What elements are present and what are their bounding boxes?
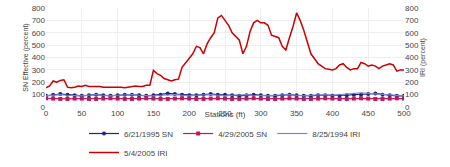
svg-text:8/25/1994 IRI: 8/25/1994 IRI	[312, 130, 360, 139]
svg-text:400: 400	[32, 53, 46, 62]
svg-text:700: 700	[32, 16, 46, 25]
svg-text:600: 600	[405, 29, 419, 38]
svg-text:100: 100	[111, 109, 125, 118]
svg-text:0: 0	[41, 103, 46, 112]
svg-text:4/29/2005 SN: 4/29/2005 SN	[218, 130, 267, 139]
svg-text:300: 300	[405, 66, 419, 75]
svg-text:0: 0	[44, 109, 49, 118]
svg-text:SN Effective (percent): SN Effective (percent)	[22, 23, 30, 91]
svg-text:IRI (percent): IRI (percent)	[419, 38, 427, 77]
svg-text:Stations (ft): Stations (ft)	[205, 110, 246, 119]
svg-text:500: 500	[405, 41, 419, 50]
svg-text:350: 350	[290, 109, 304, 118]
svg-text:50: 50	[77, 109, 86, 118]
svg-text:6/21/1995 SN: 6/21/1995 SN	[124, 130, 173, 139]
svg-text:450: 450	[362, 109, 376, 118]
svg-text:300: 300	[254, 109, 268, 118]
svg-text:500: 500	[397, 109, 411, 118]
svg-text:5/4/2005 IRI: 5/4/2005 IRI	[124, 149, 168, 158]
svg-text:100: 100	[32, 90, 46, 99]
svg-text:0: 0	[405, 103, 410, 112]
svg-text:200: 200	[32, 78, 46, 87]
svg-text:200: 200	[405, 78, 419, 87]
svg-text:200: 200	[183, 109, 197, 118]
svg-text:300: 300	[32, 66, 46, 75]
svg-text:600: 600	[32, 29, 46, 38]
svg-text:100: 100	[405, 90, 419, 99]
svg-text:800: 800	[32, 4, 46, 13]
svg-text:800: 800	[405, 4, 419, 13]
svg-text:400: 400	[405, 53, 419, 62]
svg-text:250: 250	[218, 109, 232, 118]
svg-text:500: 500	[32, 41, 46, 50]
svg-text:700: 700	[405, 16, 419, 25]
svg-text:400: 400	[326, 109, 340, 118]
svg-text:150: 150	[147, 109, 161, 118]
